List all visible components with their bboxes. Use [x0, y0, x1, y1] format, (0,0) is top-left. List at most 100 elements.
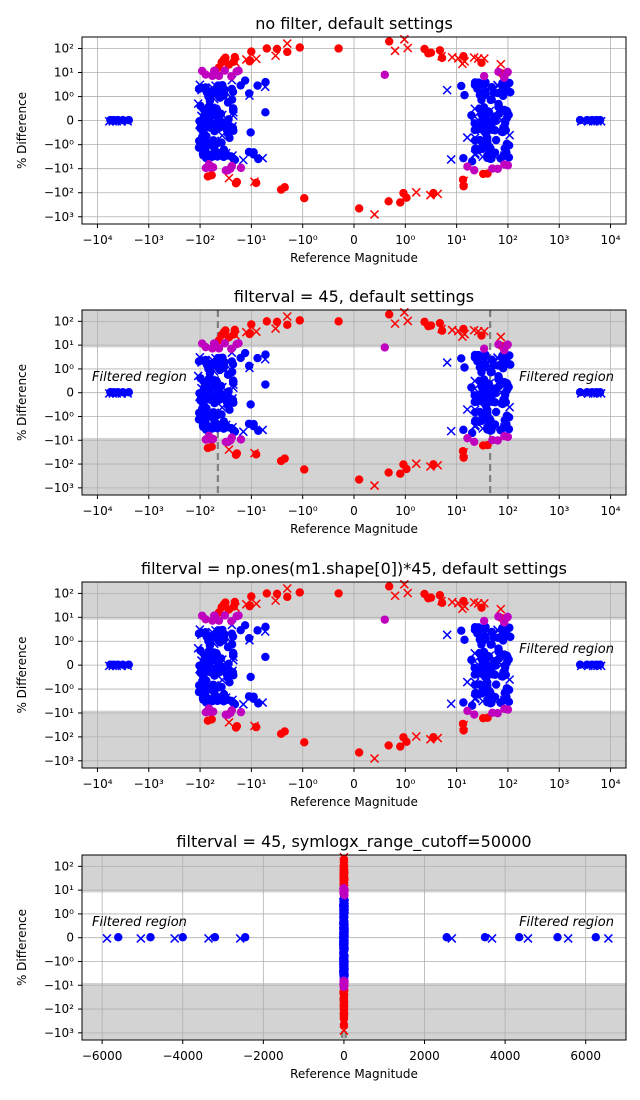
data-point — [227, 640, 237, 649]
data-point-x — [282, 39, 292, 49]
data-point-x — [369, 753, 380, 764]
x-tick-label: −10³ — [134, 777, 164, 791]
data-point — [474, 394, 483, 403]
data-point-x — [235, 933, 245, 943]
y-tick-label: 0 — [66, 931, 74, 945]
data-point — [215, 667, 224, 677]
data-point-x — [201, 118, 211, 128]
data-point — [479, 647, 489, 657]
data-point — [246, 128, 255, 137]
data-point — [498, 378, 507, 387]
data-point — [504, 697, 514, 707]
data-point-x — [479, 326, 489, 336]
filtered-region-label: Filtered region — [92, 370, 187, 385]
data-point-x — [446, 699, 456, 709]
data-point-x — [201, 660, 212, 670]
y-tick-label: 10⁰ — [54, 907, 74, 921]
data-point — [505, 351, 514, 360]
filtered-band-lower — [82, 982, 626, 1040]
x-tick-label: 0 — [340, 1049, 348, 1063]
data-point — [236, 81, 245, 90]
x-tick-label: 10⁴ — [601, 777, 621, 791]
data-point — [474, 666, 483, 676]
data-point — [497, 127, 506, 136]
data-point — [221, 437, 231, 447]
data-point-x — [457, 59, 467, 69]
data-point — [244, 89, 254, 98]
data-point — [490, 112, 500, 121]
data-point — [339, 925, 349, 934]
data-point — [249, 694, 258, 703]
data-point — [479, 375, 489, 384]
data-point — [249, 421, 258, 431]
data-point — [420, 44, 429, 54]
data-point — [470, 78, 480, 87]
x-tick-label: 10⁰ — [395, 504, 415, 518]
y-tick-label: −10³ — [44, 754, 74, 768]
data-point — [505, 623, 514, 632]
data-point — [205, 695, 214, 704]
data-point — [219, 328, 229, 337]
data-point — [502, 139, 512, 149]
data-point — [500, 346, 509, 355]
data-point — [272, 317, 282, 327]
data-point — [493, 708, 502, 718]
data-point — [261, 108, 270, 117]
data-point — [201, 355, 210, 365]
data-point — [272, 589, 282, 599]
data-point-x — [193, 371, 203, 381]
data-point-x — [492, 625, 503, 635]
data-point — [396, 742, 405, 751]
data-point — [204, 363, 214, 373]
data-point-x — [403, 588, 413, 598]
data-point — [396, 469, 405, 478]
x-tick-label: −10⁴ — [82, 233, 112, 247]
data-point-x — [457, 332, 467, 342]
chart-title: filterval = 45, default settings — [234, 287, 474, 306]
data-point-x — [482, 146, 492, 156]
x-tick-label: 10² — [498, 233, 518, 247]
data-point-x — [459, 447, 469, 457]
data-point — [219, 689, 229, 699]
x-tick-label: 0 — [350, 777, 358, 791]
data-point — [219, 600, 229, 609]
data-point — [476, 88, 485, 97]
data-point — [459, 596, 468, 606]
y-tick-label: −10² — [44, 457, 74, 471]
data-point — [224, 394, 233, 403]
data-point — [486, 699, 495, 708]
data-point-x — [251, 327, 261, 337]
data-point — [231, 450, 241, 459]
data-point — [339, 988, 348, 998]
data-point-x — [446, 426, 456, 436]
data-point — [504, 655, 513, 664]
data-point-x — [238, 155, 248, 165]
data-point — [227, 72, 236, 81]
data-point — [198, 132, 207, 141]
data-point — [437, 326, 447, 335]
data-point-x — [249, 177, 260, 187]
y-tick-label: 0 — [66, 114, 74, 128]
data-point — [201, 163, 211, 173]
data-point-x — [447, 933, 457, 943]
data-point — [491, 680, 501, 689]
data-point-x — [258, 153, 268, 163]
data-point — [244, 361, 254, 371]
data-point — [212, 422, 222, 431]
data-point — [503, 432, 513, 442]
data-point — [491, 407, 501, 417]
data-point — [435, 318, 445, 328]
x-tick-label: 10¹ — [447, 504, 467, 518]
data-point-x — [470, 677, 480, 687]
y-axis-label: % Difference — [15, 92, 29, 169]
data-point — [485, 142, 494, 151]
data-point — [354, 204, 364, 213]
y-tick-label: −10¹ — [44, 978, 74, 992]
data-point — [300, 738, 309, 747]
data-point — [506, 632, 515, 642]
y-tick-label: 10² — [54, 859, 74, 873]
y-tick-label: 10² — [54, 41, 74, 55]
x-axis-label: Reference Magnitude — [290, 522, 418, 536]
data-point — [339, 898, 349, 908]
data-point-x — [411, 731, 421, 742]
